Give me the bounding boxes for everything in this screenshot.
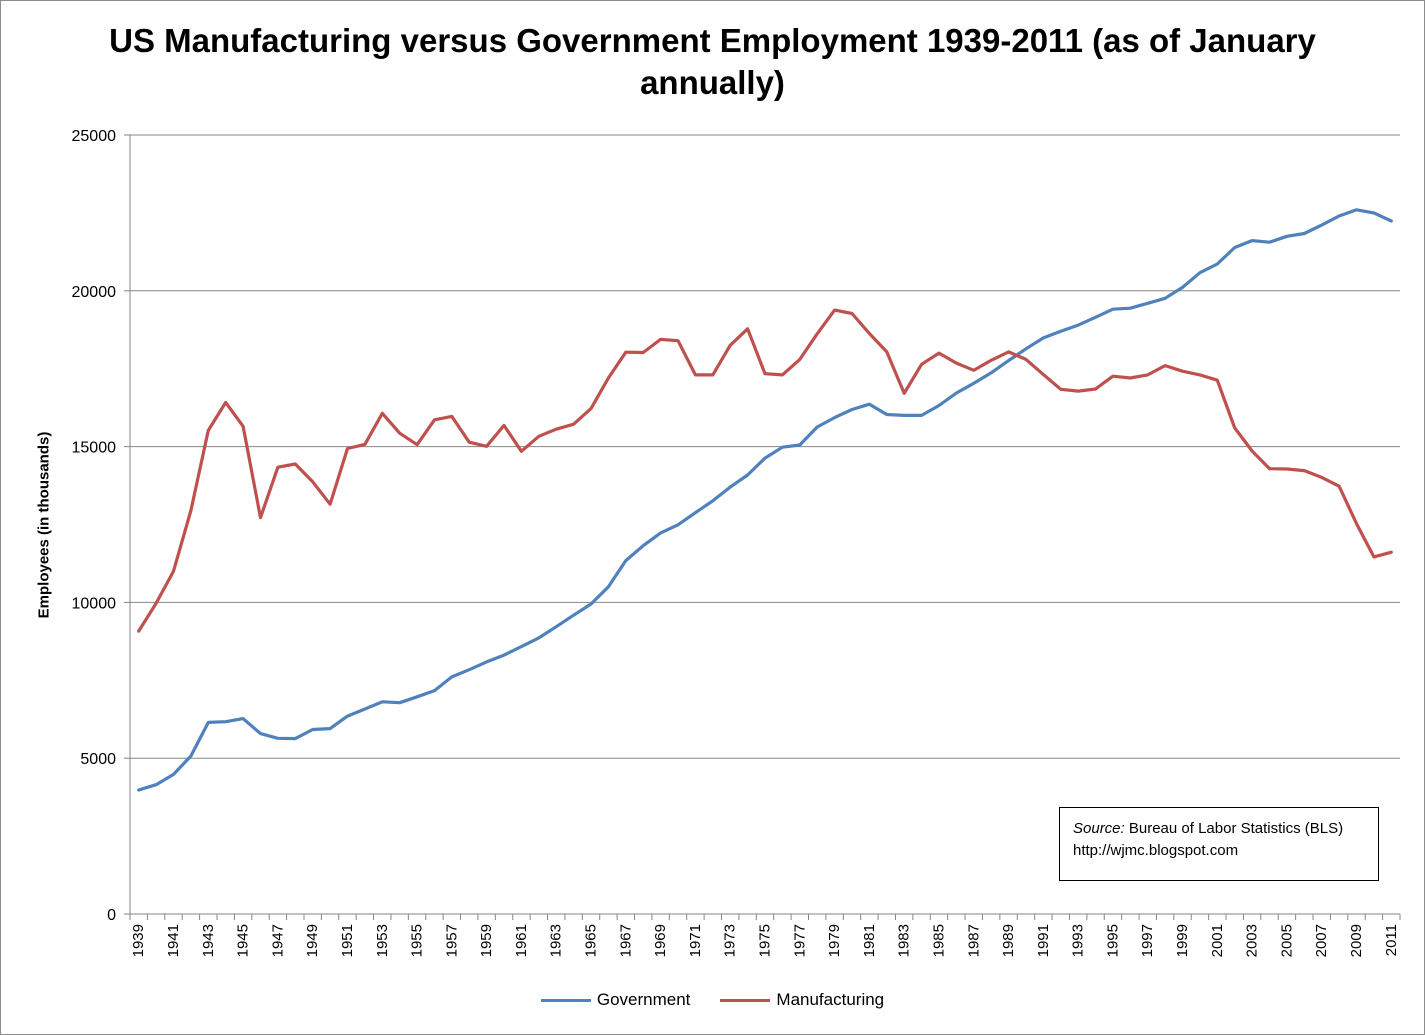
legend: Government Manufacturing <box>0 990 1425 1010</box>
chart-title: US Manufacturing versus Government Emplo… <box>109 22 1316 101</box>
x-tick-label: 1959 <box>478 924 495 957</box>
x-tick-label: 1969 <box>652 924 669 957</box>
x-tick-label: 1967 <box>617 924 634 957</box>
y-tick-label: 10000 <box>72 595 117 612</box>
source-line: Source: Bureau of Labor Statistics (BLS) <box>1073 818 1378 840</box>
series-line-government <box>137 208 1393 792</box>
x-tick-label: 1947 <box>269 924 286 957</box>
x-tick-label: 1987 <box>965 924 982 957</box>
legend-item-manufacturing: Manufacturing <box>720 990 884 1010</box>
x-tick-label: 2001 <box>1209 924 1226 957</box>
x-tick-label: 1973 <box>722 924 739 957</box>
legend-item-government: Government <box>540 990 691 1010</box>
x-tick-label: 1971 <box>687 924 704 957</box>
x-tick-label: 1999 <box>1174 924 1191 957</box>
x-tick-label: 1955 <box>409 924 426 957</box>
x-tick-label: 1985 <box>930 924 947 957</box>
x-tick-label: 1993 <box>1070 924 1087 957</box>
source-url: http://wjmc.blogspot.com <box>1073 842 1239 859</box>
x-tick-label: 2007 <box>1313 924 1330 957</box>
x-tick-label: 1953 <box>374 924 391 957</box>
x-tick-label: 1997 <box>1139 924 1156 957</box>
x-tick-label: 1981 <box>861 924 878 957</box>
x-tick-label: 1965 <box>583 924 600 957</box>
y-tick-label: 5000 <box>80 751 116 768</box>
x-tick-label: 1983 <box>896 924 913 957</box>
source-annotation: Source: Bureau of Labor Statistics (BLS)… <box>1059 807 1379 881</box>
series-line-manufacturing <box>137 308 1393 633</box>
x-tick-label: 1949 <box>304 924 321 957</box>
y-tick-label: 15000 <box>72 440 117 457</box>
x-tick-label: 1939 <box>130 924 147 957</box>
legend-label-government: Government <box>596 990 691 1009</box>
x-tick-label: 2005 <box>1278 924 1295 957</box>
y-tick-label: 25000 <box>72 128 117 145</box>
x-tick-label: 1977 <box>791 924 808 957</box>
x-tick-label: 1957 <box>443 924 460 957</box>
x-tick-label: 1991 <box>1035 924 1052 957</box>
x-tick-label: 1943 <box>200 924 217 957</box>
y-tick-label: 0 <box>107 907 116 924</box>
legend-label-manufacturing: Manufacturing <box>776 990 885 1009</box>
x-tick-label: 2011 <box>1383 924 1400 956</box>
x-tick-label: 2009 <box>1348 924 1365 957</box>
y-tick-label: 20000 <box>72 284 117 301</box>
x-tick-label: 1945 <box>235 924 252 957</box>
x-tick-label: 1995 <box>1104 924 1121 957</box>
x-tick-label: 1975 <box>757 924 774 957</box>
source-label: Source: <box>1073 820 1125 837</box>
x-tick-label: 2003 <box>1244 924 1261 957</box>
x-tick-label: 1961 <box>513 924 530 957</box>
x-tick-label: 1951 <box>339 924 356 957</box>
x-tick-label: 1941 <box>165 924 182 957</box>
legend-swatch-government <box>540 998 591 1002</box>
x-tick-label: 1979 <box>826 924 843 957</box>
x-tick-label: 1963 <box>548 924 565 957</box>
legend-swatch-manufacturing <box>720 998 771 1002</box>
x-tick-label: 1989 <box>1000 924 1017 957</box>
source-text: Bureau of Labor Statistics (BLS) <box>1124 820 1344 837</box>
